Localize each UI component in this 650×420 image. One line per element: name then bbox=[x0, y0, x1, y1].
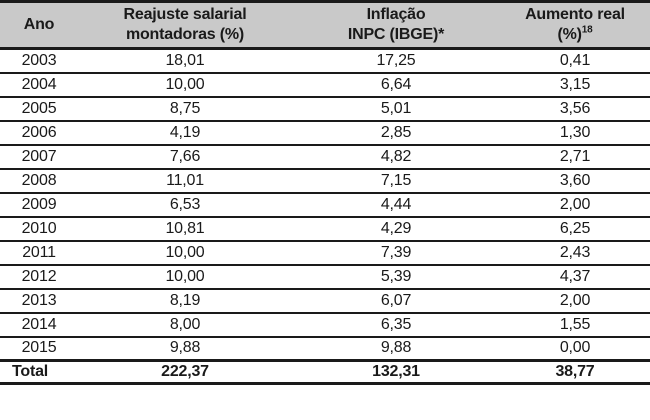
table-body: 2003 18,01 17,25 0,41 2004 10,00 6,64 3,… bbox=[0, 48, 650, 385]
cell-reajuste: 6,53 bbox=[78, 192, 292, 218]
header-label-pct: (%) bbox=[557, 26, 582, 43]
cell-total-reajuste: 222,37 bbox=[78, 359, 292, 385]
table-row-2004: 2004 10,00 6,64 3,15 bbox=[0, 72, 650, 98]
cell-inflacao: 6,35 bbox=[292, 312, 500, 338]
cell-year: 2006 bbox=[0, 120, 78, 146]
header-label-line1: Reajuste salarial bbox=[123, 6, 247, 23]
cell-inflacao: 4,29 bbox=[292, 216, 500, 242]
cell-inflacao: 6,07 bbox=[292, 288, 500, 314]
table-row-2015: 2015 9,88 9,88 0,00 bbox=[0, 336, 650, 362]
table-row-2013: 2013 8,19 6,07 2,00 bbox=[0, 288, 650, 314]
cell-reajuste: 8,75 bbox=[78, 96, 292, 122]
cell-total-aumento: 38,77 bbox=[500, 359, 650, 385]
header-row: Ano Reajuste salarial montadoras (%) Inf… bbox=[0, 0, 650, 50]
column-header-ano: Ano bbox=[0, 0, 78, 50]
cell-year: 2014 bbox=[0, 312, 78, 338]
cell-aumento: 0,00 bbox=[500, 336, 650, 362]
table-row-2014: 2014 8,00 6,35 1,55 bbox=[0, 312, 650, 338]
cell-reajuste: 11,01 bbox=[78, 168, 292, 194]
header-label-line1: Inflação bbox=[366, 6, 426, 23]
cell-year: 2011 bbox=[0, 240, 78, 266]
cell-year: 2004 bbox=[0, 72, 78, 98]
cell-year: 2007 bbox=[0, 144, 78, 170]
cell-aumento: 3,60 bbox=[500, 168, 650, 194]
cell-inflacao: 4,82 bbox=[292, 144, 500, 170]
cell-year: 2003 bbox=[0, 48, 78, 74]
cell-reajuste: 18,01 bbox=[78, 48, 292, 74]
cell-aumento: 1,30 bbox=[500, 120, 650, 146]
cell-year: 2008 bbox=[0, 168, 78, 194]
table-header: Ano Reajuste salarial montadoras (%) Inf… bbox=[0, 0, 650, 50]
cell-inflacao: 17,25 bbox=[292, 48, 500, 74]
header-label-line2: montadoras (%) bbox=[125, 26, 245, 43]
cell-inflacao: 9,88 bbox=[292, 336, 500, 362]
table-row-2012: 2012 10,00 5,39 4,37 bbox=[0, 264, 650, 290]
cell-total-inflacao: 132,31 bbox=[292, 359, 500, 385]
cell-aumento: 3,56 bbox=[500, 96, 650, 122]
cell-year: 2010 bbox=[0, 216, 78, 242]
cell-aumento: 2,71 bbox=[500, 144, 650, 170]
table-row-2011: 2011 10,00 7,39 2,43 bbox=[0, 240, 650, 266]
cell-inflacao: 2,85 bbox=[292, 120, 500, 146]
table-row-total: Total 222,37 132,31 38,77 bbox=[0, 359, 650, 385]
cell-reajuste: 10,81 bbox=[78, 216, 292, 242]
cell-reajuste: 10,00 bbox=[78, 72, 292, 98]
header-label-line1: Aumento real bbox=[525, 6, 625, 23]
cell-inflacao: 7,15 bbox=[292, 168, 500, 194]
header-label: Ano bbox=[23, 16, 55, 33]
table-row-2005: 2005 8,75 5,01 3,56 bbox=[0, 96, 650, 122]
cell-aumento: 2,00 bbox=[500, 192, 650, 218]
cell-reajuste: 10,00 bbox=[78, 264, 292, 290]
cell-inflacao: 5,01 bbox=[292, 96, 500, 122]
table-row-2008: 2008 11,01 7,15 3,60 bbox=[0, 168, 650, 194]
cell-aumento: 1,55 bbox=[500, 312, 650, 338]
cell-reajuste: 4,19 bbox=[78, 120, 292, 146]
cell-reajuste: 8,00 bbox=[78, 312, 292, 338]
cell-aumento: 4,37 bbox=[500, 264, 650, 290]
header-label-line2: INPC (IBGE)* bbox=[347, 26, 445, 43]
column-header-aumento: Aumento real (%)18 bbox=[500, 0, 650, 50]
cell-inflacao: 5,39 bbox=[292, 264, 500, 290]
cell-aumento: 6,25 bbox=[500, 216, 650, 242]
cell-reajuste: 10,00 bbox=[78, 240, 292, 266]
cell-inflacao: 4,44 bbox=[292, 192, 500, 218]
cell-aumento: 2,00 bbox=[500, 288, 650, 314]
footnote-superscript: 18 bbox=[581, 24, 593, 36]
cell-year: 2013 bbox=[0, 288, 78, 314]
table-row-2010: 2010 10,81 4,29 6,25 bbox=[0, 216, 650, 242]
cell-year: 2015 bbox=[0, 336, 78, 362]
cell-inflacao: 6,64 bbox=[292, 72, 500, 98]
table-row-2007: 2007 7,66 4,82 2,71 bbox=[0, 144, 650, 170]
salary-inflation-table: Ano Reajuste salarial montadoras (%) Inf… bbox=[0, 0, 650, 385]
cell-reajuste: 9,88 bbox=[78, 336, 292, 362]
salary-inflation-table-page: Ano Reajuste salarial montadoras (%) Inf… bbox=[0, 0, 650, 385]
cell-reajuste: 8,19 bbox=[78, 288, 292, 314]
cell-year: 2009 bbox=[0, 192, 78, 218]
table-row-2003: 2003 18,01 17,25 0,41 bbox=[0, 48, 650, 74]
cell-aumento: 0,41 bbox=[500, 48, 650, 74]
table-row-2006: 2006 4,19 2,85 1,30 bbox=[0, 120, 650, 146]
table-row-2009: 2009 6,53 4,44 2,00 bbox=[0, 192, 650, 218]
cell-aumento: 2,43 bbox=[500, 240, 650, 266]
column-header-reajuste: Reajuste salarial montadoras (%) bbox=[78, 0, 292, 50]
cell-total-label: Total bbox=[0, 359, 78, 385]
column-header-inflacao: Inflação INPC (IBGE)* bbox=[292, 0, 500, 50]
header-label-line2: (%)18 bbox=[500, 25, 650, 45]
cell-year: 2012 bbox=[0, 264, 78, 290]
cell-inflacao: 7,39 bbox=[292, 240, 500, 266]
cell-reajuste: 7,66 bbox=[78, 144, 292, 170]
cell-year: 2005 bbox=[0, 96, 78, 122]
cell-aumento: 3,15 bbox=[500, 72, 650, 98]
